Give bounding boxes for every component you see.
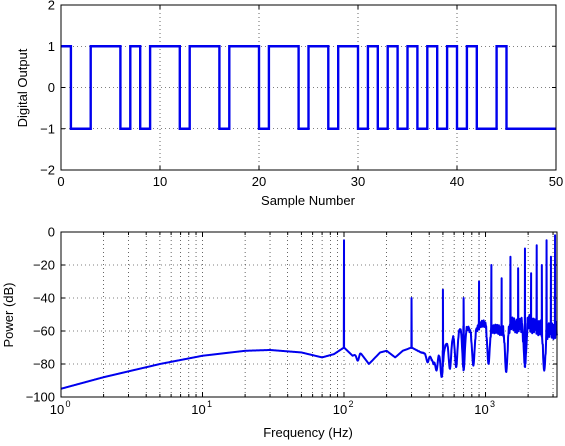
- bottom-series: [60, 234, 558, 390]
- bottom-y-tick-label: −40: [33, 291, 55, 306]
- bottom-y-tick-label: −100: [26, 390, 55, 405]
- bottom-x-tick-label: 10: [474, 402, 488, 417]
- bottom-grid: [61, 232, 557, 397]
- bottom-x-axis-label: Frequency (Hz): [263, 425, 353, 440]
- top-y-tick-label: 2: [48, 0, 55, 13]
- top-series: [61, 45, 556, 130]
- bottom-x-tick-exponent: 2: [349, 399, 354, 409]
- bottom-series-line: [60, 234, 558, 390]
- bottom-tick-labels: 10 0 10 1 10 2 10 3−100−80−60−40−200: [26, 225, 495, 418]
- bottom-y-axis-label: Power (dB): [1, 282, 16, 347]
- top-y-tick-label: 1: [48, 39, 55, 54]
- bottom-x-tick-label: 10: [333, 402, 347, 417]
- bottom-y-tick-label: −60: [33, 324, 55, 339]
- bottom-x-tick-exponent: 3: [490, 399, 495, 409]
- top-x-tick-label: 0: [57, 174, 64, 189]
- bottom-axes-frame: [60, 231, 558, 398]
- top-axes: 0 10 20 30 40 50 −2 −1 0 1 2 Sample Number Digital…: [15, 0, 563, 208]
- bottom-axes: 10 0 10 1 10 2 10 3−100−80−60−40−200 Frequency …: [1, 225, 558, 440]
- top-axes-frame: [60, 4, 557, 171]
- top-y-tick-label: −2: [40, 163, 55, 178]
- top-x-tick-label: 40: [450, 174, 464, 189]
- bottom-x-tick-exponent: 1: [207, 399, 212, 409]
- bottom-plot-area: [61, 232, 557, 397]
- bottom-x-tick-label: 10: [191, 402, 205, 417]
- top-x-axis-label: Sample Number: [261, 193, 356, 208]
- top-x-tick-label: 30: [351, 174, 365, 189]
- bottom-y-tick-label: 0: [48, 225, 55, 240]
- top-series-line: [61, 45, 556, 130]
- bottom-x-tick-label: 10: [50, 402, 64, 417]
- top-tick-labels: 0 10 20 30 40 50 −2 −1 0 1 2: [40, 0, 563, 189]
- top-x-tick-label: 20: [252, 174, 266, 189]
- top-x-tick-label: 10: [153, 174, 167, 189]
- top-y-tick-label: 0: [48, 80, 55, 95]
- top-y-axis-label: Digital Output: [15, 48, 30, 127]
- bottom-y-tick-label: −20: [33, 258, 55, 273]
- bottom-x-tick-exponent: 0: [65, 399, 70, 409]
- top-x-tick-label: 50: [549, 174, 563, 189]
- bottom-y-tick-label: −80: [33, 357, 55, 372]
- top-y-tick-label: −1: [40, 121, 55, 136]
